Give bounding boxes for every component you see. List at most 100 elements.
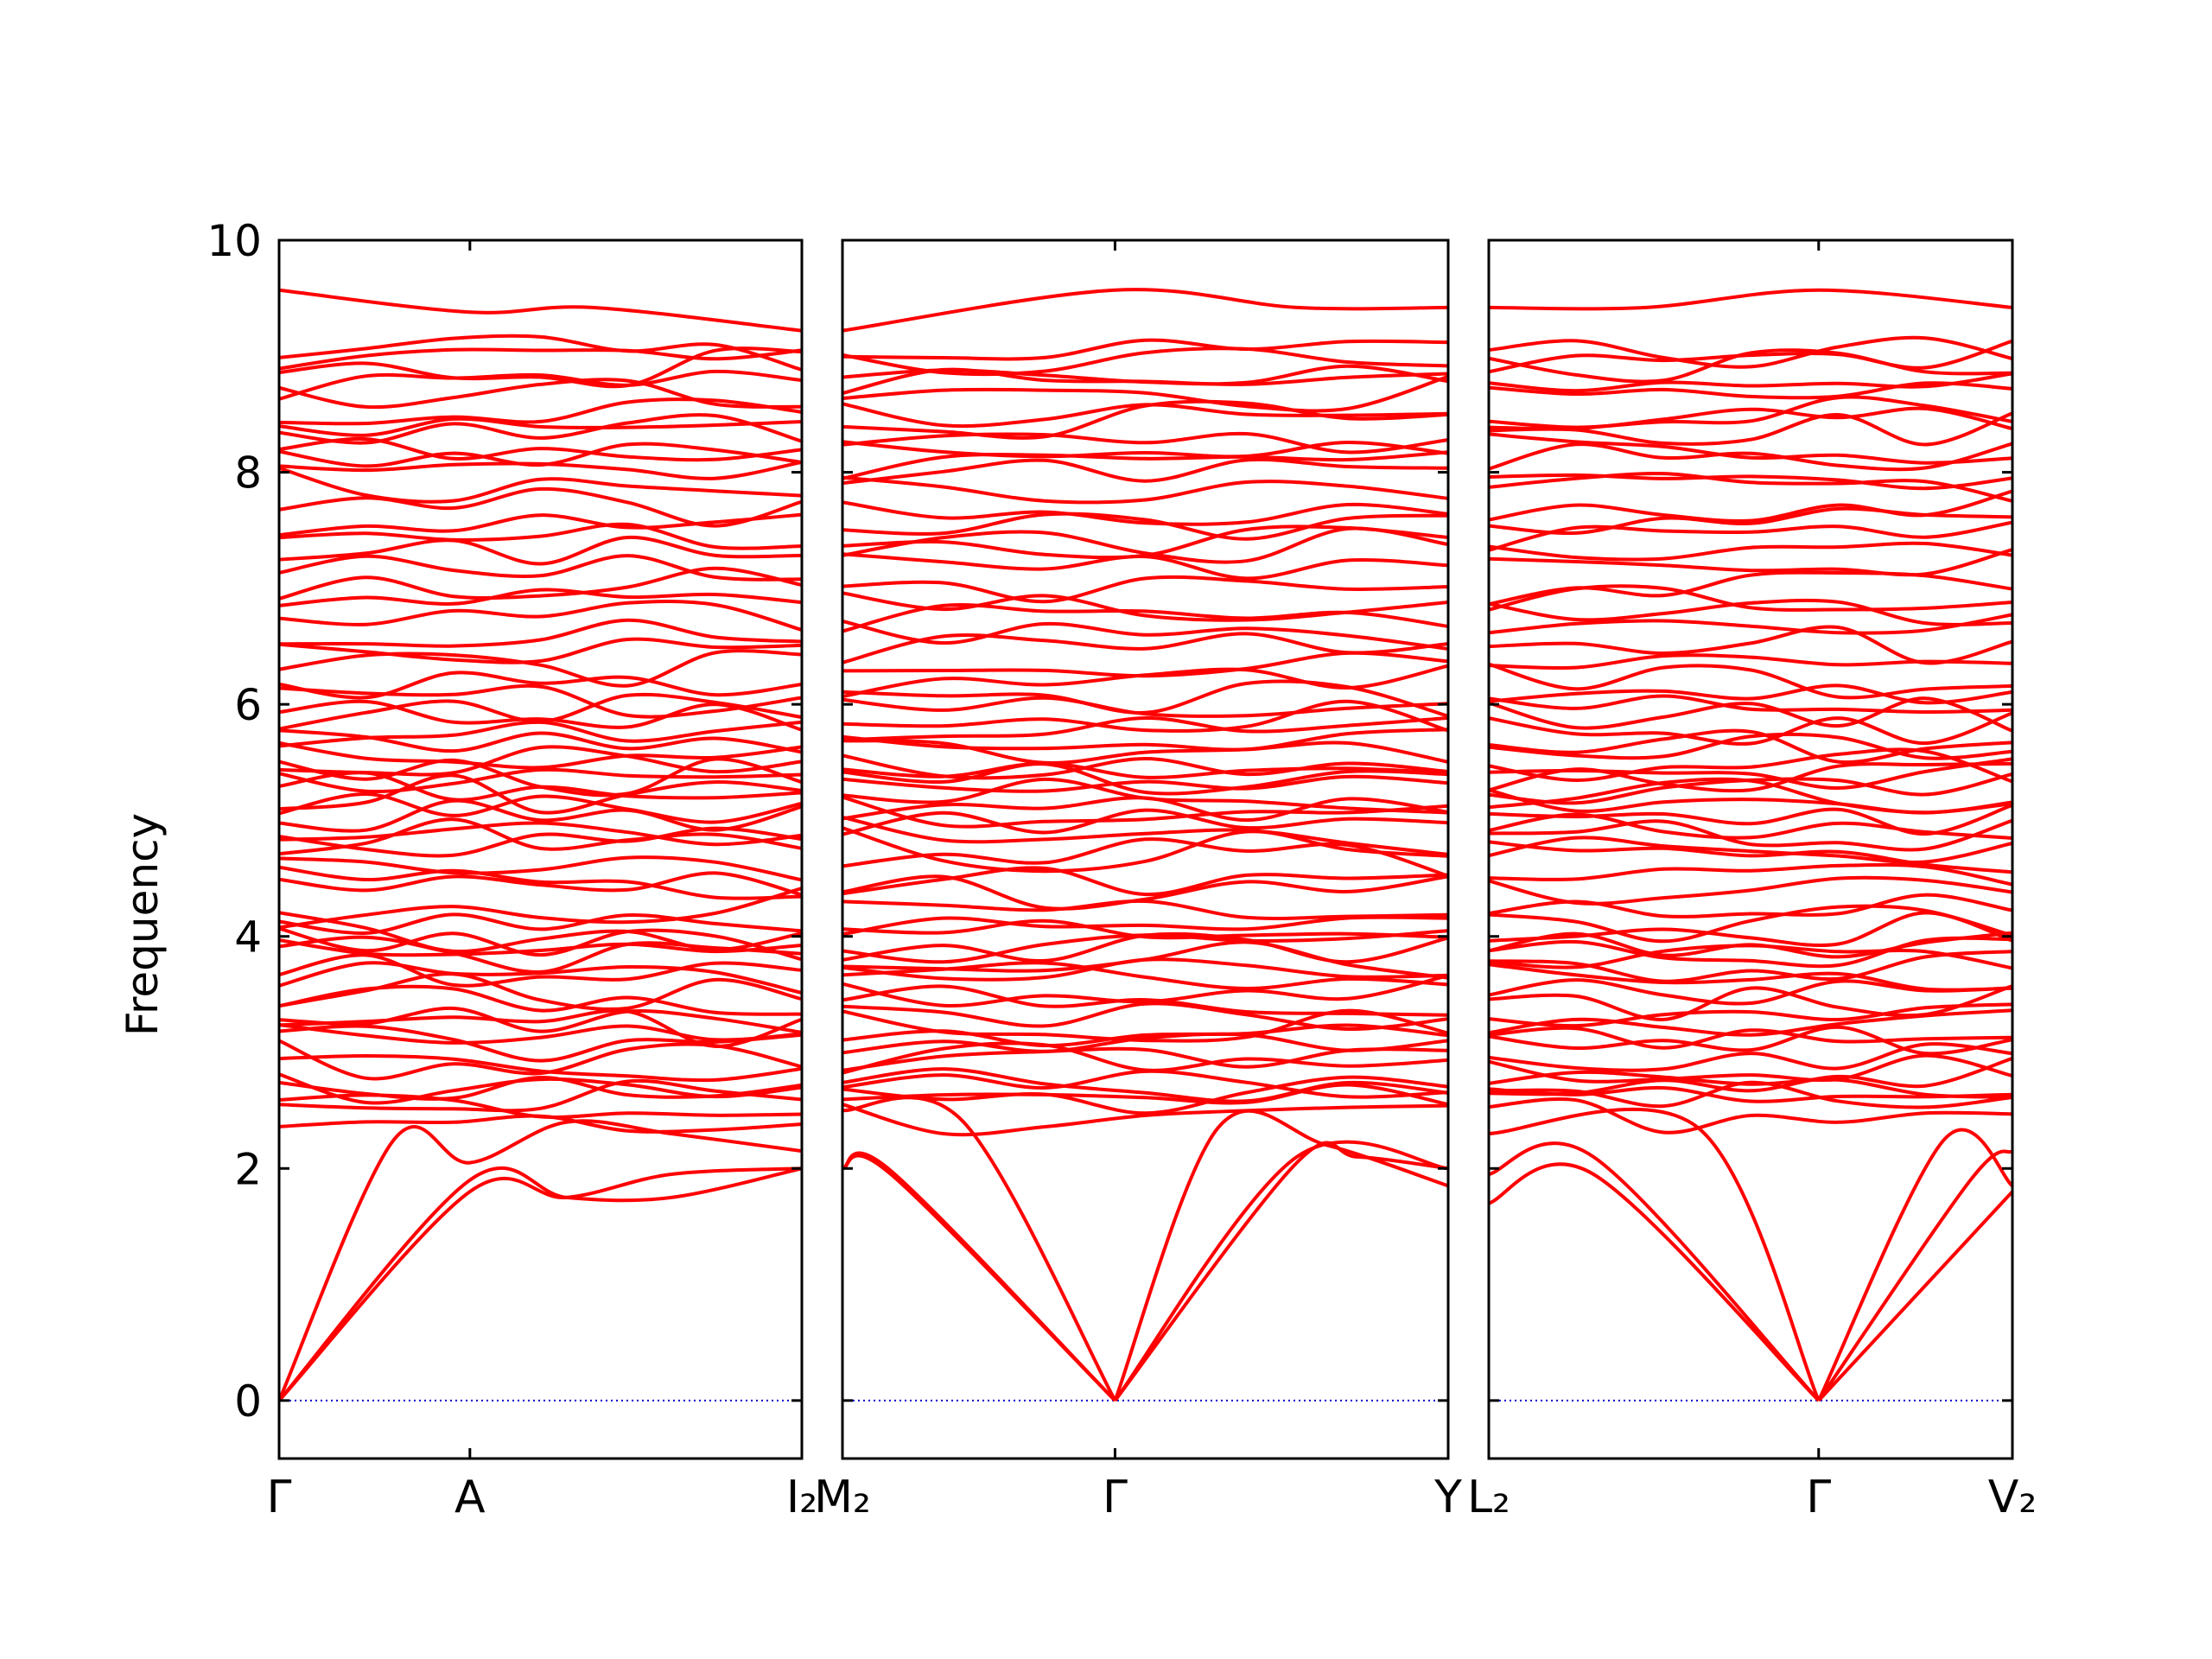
optical-band-line — [1489, 1042, 2012, 1072]
optical-band-line — [842, 1075, 1448, 1116]
band-panel-1: 0 2 4 6 8 10 Γ A I₂ — [207, 216, 817, 1523]
optical-band-line — [1489, 875, 2012, 906]
acoustic-band-line — [1489, 1107, 1821, 1402]
optical-band-line — [842, 512, 1448, 541]
optical-band-line — [842, 728, 1448, 752]
optical-band-line — [279, 741, 802, 770]
panel-frame — [277, 238, 804, 1460]
acoustic-band-line — [1817, 1190, 2012, 1402]
optical-band-line — [279, 397, 802, 426]
optical-band-line — [279, 334, 802, 372]
optical-band-line — [279, 554, 802, 582]
optical-band-line — [1489, 757, 2012, 791]
optical-band-line — [279, 773, 802, 815]
optical-band-line — [842, 774, 1448, 793]
optical-band-line — [842, 431, 1448, 454]
acoustic-band-line — [1489, 1162, 1821, 1402]
optical-band-line — [842, 440, 1448, 459]
optical-band-line — [1489, 471, 2012, 503]
y-tick-label: 4 — [234, 912, 262, 963]
optical-band-line — [842, 1041, 1448, 1075]
optical-band-line — [842, 1008, 1448, 1043]
optical-band-line — [842, 524, 1448, 560]
acoustic-band-line — [842, 1151, 1116, 1402]
y-tick-label: 2 — [234, 1144, 262, 1194]
optical-band-line — [279, 413, 802, 445]
optical-band-line — [1489, 489, 2012, 523]
y-tick-label: 8 — [234, 448, 262, 499]
band-panel-3: L₂ Γ V₂ — [1467, 238, 2037, 1523]
optical-band-line — [1489, 1002, 2012, 1028]
optical-band-line — [1489, 818, 2012, 852]
optical-band-line — [1489, 931, 2012, 959]
optical-band-line — [1489, 812, 2012, 840]
optical-band-line — [279, 1078, 802, 1113]
optical-band-line — [842, 974, 1448, 1007]
optical-band-line — [279, 817, 802, 856]
optical-band-line — [842, 575, 1448, 604]
optical-band-line — [842, 866, 1448, 897]
optical-band-line — [1489, 728, 2012, 765]
optical-band-line — [842, 364, 1448, 386]
y-axis-label: Frequency — [118, 813, 168, 1036]
optical-band-line — [842, 826, 1448, 874]
optical-band-line — [842, 591, 1448, 622]
optical-band-line — [842, 762, 1448, 796]
optical-band-line — [279, 926, 802, 962]
acoustic-band-line — [1489, 1141, 1821, 1402]
optical-band-line — [842, 338, 1448, 361]
panel-frame — [841, 238, 1450, 1460]
top-band-line — [1489, 288, 2012, 311]
optical-band-line — [842, 1032, 1448, 1055]
optical-band-line — [842, 899, 1448, 920]
optical-band-line — [1489, 1070, 2012, 1099]
x-tick-label: M₂ — [814, 1471, 871, 1523]
optical-band-line — [842, 346, 1448, 377]
optical-band-line — [1489, 683, 2012, 705]
optical-band-line — [1489, 548, 2012, 577]
acoustic-band-line — [1817, 1149, 2012, 1402]
optical-band-line — [842, 874, 1448, 911]
acoustic-band-line — [842, 1096, 1117, 1402]
optical-band-line — [279, 1075, 802, 1101]
optical-band-line — [1489, 936, 2012, 969]
optical-band-line — [279, 369, 802, 401]
acoustic-band-line — [279, 1166, 802, 1402]
optical-band-line — [279, 346, 802, 389]
optical-band-line — [279, 699, 802, 732]
optical-band-line — [842, 632, 1448, 664]
optical-band-line — [842, 457, 1448, 486]
optical-band-line — [279, 972, 802, 1011]
optical-band-line — [279, 692, 802, 731]
optical-band-line — [842, 500, 1448, 526]
optical-band-line — [1489, 747, 2012, 784]
band-lines-group — [1489, 288, 2012, 1402]
optical-band-line — [1489, 348, 2012, 384]
optical-band-line — [1489, 335, 2012, 369]
y-tick-label: 0 — [234, 1376, 262, 1427]
optical-band-line — [1489, 541, 2012, 562]
optical-band-line — [279, 442, 802, 468]
optical-band-line — [279, 522, 802, 550]
optical-band-line — [842, 795, 1448, 829]
optical-band-line — [279, 512, 802, 537]
optical-band-line — [842, 1001, 1448, 1032]
optical-band-line — [1489, 963, 2012, 992]
top-band-line — [842, 288, 1448, 333]
optical-band-line — [279, 588, 802, 607]
x-tick-label: L₂ — [1467, 1471, 1510, 1523]
optical-band-line — [279, 566, 802, 601]
optical-band-line — [842, 918, 1448, 940]
x-tick-label: Γ — [1806, 1471, 1831, 1523]
optical-band-line — [279, 416, 802, 437]
acoustic-band-line — [279, 1119, 802, 1402]
optical-band-line — [842, 815, 1448, 856]
optical-band-line — [842, 1067, 1448, 1103]
optical-band-line — [279, 535, 802, 566]
optical-band-line — [279, 1008, 802, 1048]
optical-band-line — [279, 436, 802, 462]
optical-band-line — [1489, 339, 2012, 374]
optical-band-line — [279, 637, 802, 664]
optical-band-line — [279, 912, 802, 935]
optical-band-line — [1489, 840, 2012, 874]
